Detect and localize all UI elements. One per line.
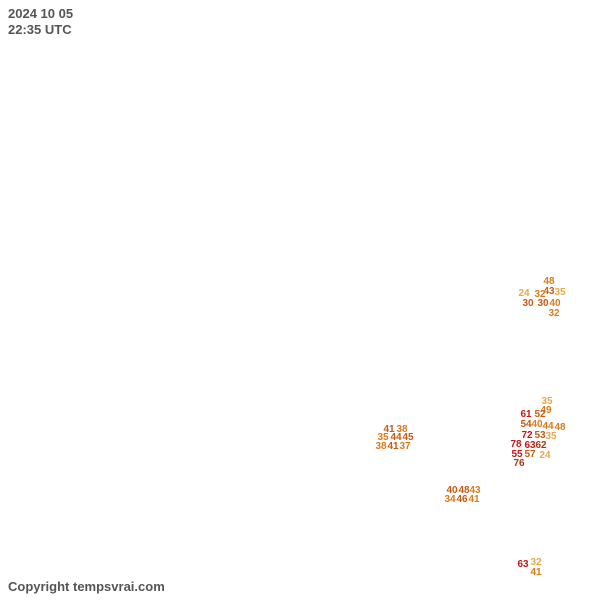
observation-value: 24: [539, 451, 550, 461]
observation-value: 41: [387, 442, 398, 452]
timestamp-date: 2024 10 05: [8, 6, 73, 21]
observation-value: 38: [375, 442, 386, 452]
observation-value: 30: [522, 299, 533, 309]
observation-value: 54: [520, 420, 531, 430]
observation-value: 34: [444, 495, 455, 505]
observation-value: 32: [548, 309, 559, 319]
observation-value: 76: [513, 459, 524, 469]
copyright-label: Copyright tempsvrai.com: [8, 579, 165, 594]
timestamp-block: 2024 10 05 22:35 UTC: [8, 6, 73, 39]
observation-value: 35: [545, 432, 556, 442]
observation-value: 40: [531, 420, 542, 430]
observation-value: 41: [468, 495, 479, 505]
observation-value: 37: [399, 442, 410, 452]
observation-value: 57: [524, 450, 535, 460]
observation-value: 41: [530, 568, 541, 578]
timestamp-time: 22:35 UTC: [8, 22, 72, 37]
observation-value: 30: [537, 299, 548, 309]
observation-value: 63: [517, 560, 528, 570]
observation-value: 46: [456, 495, 467, 505]
observation-value: 35: [554, 288, 565, 298]
